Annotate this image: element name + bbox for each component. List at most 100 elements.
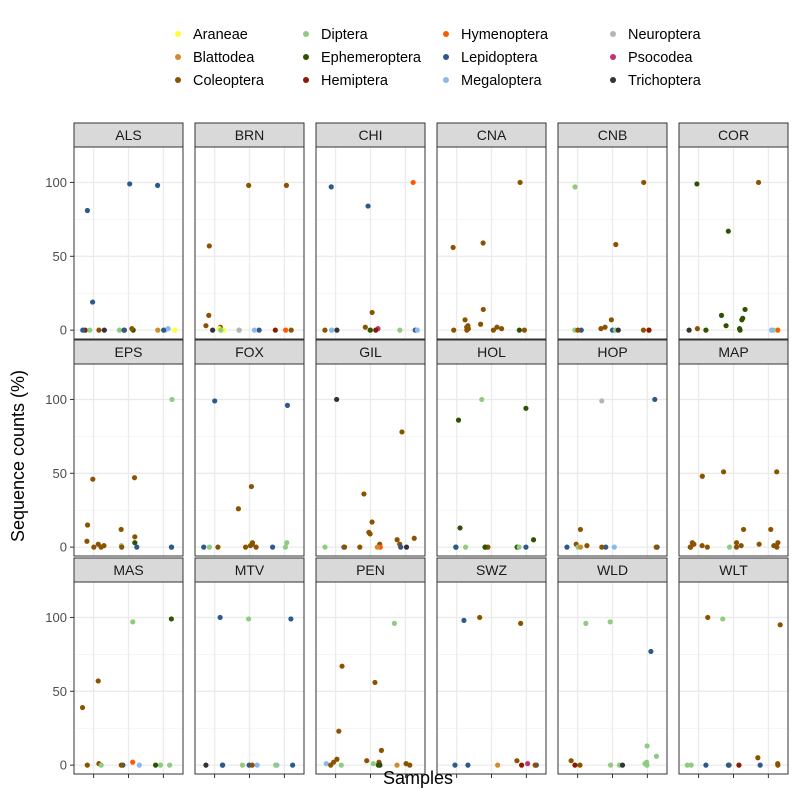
data-point — [464, 327, 470, 333]
facet-label: MAS — [113, 562, 143, 578]
facet-label: WLT — [719, 562, 748, 578]
data-point — [364, 758, 370, 764]
legend: Araneae Blattodea Coleoptera Diptera Ephemer… — [175, 27, 702, 89]
data-point — [334, 396, 340, 403]
data-point — [210, 327, 216, 333]
data-point — [514, 758, 520, 764]
legend-label: Megaloptera — [461, 73, 543, 89]
facet-panel: COR — [678, 122, 789, 340]
data-point — [694, 181, 700, 187]
data-point — [653, 544, 659, 550]
facet-strip — [315, 557, 426, 583]
data-point — [777, 622, 783, 628]
data-point — [323, 761, 329, 767]
data-point — [525, 761, 531, 767]
data-point — [134, 544, 140, 550]
data-point — [218, 327, 224, 333]
y-tick-label: 100 — [45, 610, 67, 625]
legend-entry: Neuroptera — [610, 27, 701, 43]
data-point — [480, 306, 486, 313]
data-point — [338, 762, 344, 768]
data-point — [249, 762, 255, 768]
data-point — [369, 309, 375, 316]
data-point — [217, 614, 223, 621]
data-point — [253, 544, 259, 550]
data-point — [583, 620, 589, 626]
data-point — [521, 327, 528, 333]
data-point — [530, 537, 537, 543]
facet-strip — [557, 122, 668, 148]
data-point — [640, 327, 647, 333]
data-point — [235, 506, 242, 512]
data-point — [619, 762, 626, 768]
data-point — [322, 544, 328, 550]
legend-entry: Coleoptera — [175, 73, 265, 89]
facet-panel: FOX — [194, 339, 305, 557]
data-point — [452, 762, 458, 768]
data-point — [84, 207, 91, 214]
data-point — [245, 616, 252, 622]
legend-entry: Psocodea — [610, 50, 693, 66]
data-point — [87, 327, 93, 333]
data-point — [644, 762, 650, 768]
data-point — [130, 619, 136, 625]
data-point — [768, 327, 775, 333]
data-point — [411, 535, 417, 541]
facet-strip — [678, 339, 789, 365]
data-point — [370, 761, 376, 767]
data-point — [598, 326, 604, 332]
facet-label: CNA — [477, 127, 507, 143]
data-point — [703, 762, 709, 768]
facet-label: CNB — [598, 127, 628, 143]
data-point — [132, 540, 138, 546]
y-axis-title: Sequence counts (%) — [8, 370, 28, 542]
facet-label: HOL — [477, 344, 506, 360]
data-point — [101, 327, 107, 333]
legend-key — [303, 77, 309, 83]
data-point — [410, 179, 416, 186]
facet-panel: WLT — [678, 557, 789, 775]
data-point — [152, 762, 159, 768]
data-point — [248, 483, 254, 490]
data-point — [129, 326, 135, 332]
legend-label: Ephemeroptera — [321, 50, 422, 66]
facet-label: GIL — [359, 344, 382, 360]
data-point — [272, 327, 278, 333]
data-point — [457, 525, 463, 531]
data-point — [653, 753, 660, 759]
data-point — [201, 544, 207, 550]
data-point — [328, 184, 334, 190]
data-point — [242, 544, 249, 550]
data-point — [737, 327, 743, 333]
data-point — [132, 534, 138, 540]
data-point — [450, 244, 456, 251]
data-point — [367, 531, 373, 537]
data-point — [399, 429, 405, 435]
data-point — [98, 762, 104, 768]
facet-panel: CHI — [315, 122, 426, 340]
data-point — [116, 327, 123, 333]
data-point — [394, 537, 400, 543]
data-point — [575, 327, 581, 333]
data-point — [686, 327, 692, 333]
data-point — [256, 327, 262, 333]
legend-label: Lepidoptera — [461, 50, 539, 66]
data-point — [391, 620, 398, 626]
legend-key — [303, 31, 309, 37]
data-point — [740, 526, 747, 533]
data-point — [774, 544, 780, 550]
data-point — [704, 544, 710, 550]
data-point — [372, 679, 378, 686]
facet-strip — [678, 557, 789, 583]
legend-key — [175, 77, 181, 83]
legend-label: Hymenoptera — [461, 27, 549, 43]
data-point — [90, 476, 96, 482]
data-point — [455, 417, 462, 423]
facet-panel: WLD — [557, 557, 668, 775]
data-point — [98, 544, 104, 550]
facet-strip — [315, 122, 426, 148]
legend-key — [443, 54, 449, 60]
facet-strip — [557, 557, 668, 583]
data-point — [775, 327, 781, 333]
data-point — [564, 544, 570, 550]
